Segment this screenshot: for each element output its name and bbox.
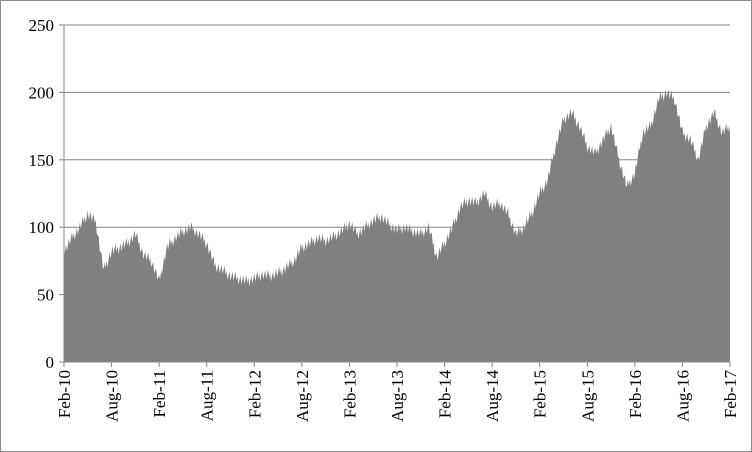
y-tick-label: 0 bbox=[46, 353, 55, 372]
x-tick-label: Feb-11 bbox=[150, 370, 169, 418]
y-tick-label: 50 bbox=[37, 286, 54, 305]
x-tick-label: Feb-15 bbox=[531, 370, 550, 418]
x-tick-label: Aug-11 bbox=[198, 370, 217, 421]
x-tick-label: Aug-14 bbox=[483, 370, 502, 422]
x-tick-label: Aug-10 bbox=[103, 370, 122, 422]
y-tick-label: 100 bbox=[29, 218, 55, 237]
x-tick-label: Feb-12 bbox=[245, 370, 264, 418]
x-tick-label: Feb-10 bbox=[55, 370, 74, 418]
y-tick-label: 150 bbox=[29, 151, 55, 170]
x-tick-label: Feb-13 bbox=[340, 370, 359, 418]
x-tick-label: Feb-14 bbox=[436, 370, 455, 419]
x-tick-label: Aug-12 bbox=[293, 370, 312, 422]
x-tick-label: Feb-17 bbox=[721, 370, 740, 419]
y-tick-label: 200 bbox=[29, 83, 55, 102]
x-tick-label: Aug-15 bbox=[578, 370, 597, 422]
x-tick-label: Feb-16 bbox=[626, 370, 645, 418]
y-tick-label: 250 bbox=[29, 16, 55, 35]
data-area bbox=[64, 89, 730, 362]
x-tick-label: Aug-16 bbox=[673, 370, 692, 422]
x-tick-label: Aug-13 bbox=[388, 370, 407, 422]
